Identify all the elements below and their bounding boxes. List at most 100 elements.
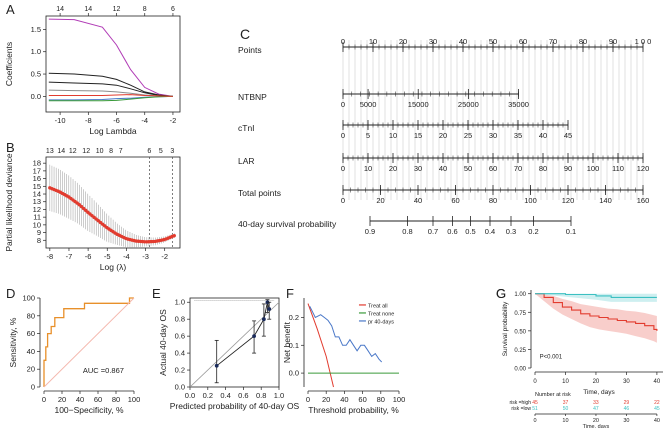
risk-table-tick-label: 10 bbox=[562, 418, 568, 424]
y-axis-label: Survival probability bbox=[502, 301, 509, 356]
nomogram-tick-label: 60 bbox=[489, 164, 497, 173]
nomogram-tick-label: 0.6 bbox=[447, 227, 457, 236]
x-tick-label: 0 bbox=[533, 379, 537, 385]
x-tick-label: -6 bbox=[85, 252, 92, 261]
nomogram-tick-label: 0.4 bbox=[485, 227, 495, 236]
panel-letter: C bbox=[240, 26, 250, 42]
x-tick-label: 0.6 bbox=[238, 391, 248, 400]
x-tick-label: -8 bbox=[85, 116, 92, 125]
p-value-annotation: P<0.001 bbox=[540, 354, 563, 360]
nomogram-tick-label: 80 bbox=[489, 196, 497, 205]
nomogram-tick-label: 70 bbox=[549, 37, 557, 46]
nomogram-tick-label: 120 bbox=[562, 196, 575, 205]
y-tick-label: 12 bbox=[33, 205, 41, 214]
risk-row-label: risk =low bbox=[511, 406, 531, 412]
x-tick-label: 10 bbox=[562, 379, 569, 385]
calibration-line bbox=[216, 302, 270, 367]
risk-row-label: risk =high bbox=[509, 400, 531, 406]
x-tick-label: 0.8 bbox=[256, 391, 266, 400]
nomogram-tick-label: 45 bbox=[564, 131, 572, 140]
risk-count: 46 bbox=[624, 406, 630, 412]
y-tick-label: 60 bbox=[27, 329, 35, 338]
panel-a-coefficient-path: -10 -8 -6 -4 -2 0.0 0.5 1.0 1.5 Log Lambda Coeffic… bbox=[4, 2, 181, 136]
nomogram-tick-label: 40 bbox=[539, 131, 547, 140]
nomogram-tick-label: 50 bbox=[464, 164, 472, 173]
roc-curve-line bbox=[43, 297, 134, 387]
y-axis-label: Coefficients bbox=[4, 42, 14, 86]
y-tick-label: 0.2 bbox=[175, 366, 185, 375]
decision-curve-line bbox=[309, 306, 383, 363]
nomogram-tick-label: 20 bbox=[439, 131, 447, 140]
nomogram-tick-label: 20 bbox=[399, 37, 407, 46]
coefficient-path-line bbox=[48, 81, 173, 97]
legend-label: Treat all bbox=[368, 303, 388, 309]
y-tick-label: 10 bbox=[33, 220, 41, 229]
nomogram-tick-label: 20 bbox=[376, 196, 384, 205]
nomogram-tick-label: 60 bbox=[451, 196, 459, 205]
nomogram-tick-label: 50 bbox=[489, 37, 497, 46]
x-tick-label: 20 bbox=[322, 395, 330, 404]
y-tick-label: 40 bbox=[27, 347, 35, 356]
y-tick-label: 80 bbox=[27, 311, 35, 320]
x-tick-label: 1.0 bbox=[274, 391, 284, 400]
y-tick-label: 14 bbox=[33, 190, 41, 199]
risk-count: 22 bbox=[654, 400, 660, 406]
nomogram-tick-label: 10 bbox=[369, 37, 377, 46]
x-tick-label: 20 bbox=[593, 379, 600, 385]
panel-letter: A bbox=[6, 2, 15, 17]
top-tick-label: 8 bbox=[109, 148, 113, 155]
y-tick-label: 15 bbox=[33, 182, 41, 191]
x-tick-label: -8 bbox=[46, 252, 53, 261]
top-tick-label: 14 bbox=[57, 148, 65, 155]
survival-step-line bbox=[535, 293, 658, 331]
calibration-point bbox=[214, 363, 219, 368]
risk-count: 45 bbox=[654, 406, 660, 412]
nomogram-tick-label: 0.8 bbox=[402, 227, 412, 236]
nomogram-tick-label: 80 bbox=[539, 164, 547, 173]
nomogram-row-label: cTnI bbox=[238, 123, 255, 133]
x-tick-label: 0.0 bbox=[185, 391, 195, 400]
y-tick-label: 0.6 bbox=[175, 332, 185, 341]
survival-step-line bbox=[535, 293, 657, 298]
x-tick-label: -4 bbox=[123, 252, 130, 261]
nomogram-row-label: Total points bbox=[238, 188, 281, 198]
y-tick-label: 1.0 bbox=[175, 298, 185, 307]
y-tick-label: 9 bbox=[37, 228, 41, 237]
roc-reference-line bbox=[43, 297, 135, 388]
nomogram-tick-label: 0.7 bbox=[428, 227, 438, 236]
nomogram-tick-label: 15 bbox=[414, 131, 422, 140]
nomogram-tick-label: 20 bbox=[389, 164, 397, 173]
nomogram-tick-label: 30 bbox=[489, 131, 497, 140]
nomogram-tick-label: 100 bbox=[524, 196, 537, 205]
risk-count: 50 bbox=[563, 406, 569, 412]
y-axis-label: Partial likelihood deviance bbox=[4, 153, 14, 252]
plot-frame bbox=[189, 297, 280, 388]
risk-table-tick-label: 0 bbox=[533, 418, 536, 424]
nomogram-tick-label: 0.2 bbox=[528, 227, 538, 236]
x-tick-label: 40 bbox=[76, 395, 84, 404]
nomogram-tick-label: 0.9 bbox=[365, 227, 375, 236]
decision-curve-line bbox=[307, 303, 334, 388]
x-tick-label: -5 bbox=[104, 252, 111, 261]
nomogram-tick-label: 40 bbox=[439, 164, 447, 173]
nomogram-tick-label: 160 bbox=[637, 196, 650, 205]
panel-f-decision-curve: 0 20 40 60 80 100 0.0 0.1 0.2 Threshold probabili… bbox=[282, 286, 405, 415]
x-tick-label: 40 bbox=[654, 379, 661, 385]
nomogram-tick-label: 0 bbox=[341, 196, 345, 205]
x-tick-label: -2 bbox=[170, 116, 177, 125]
risk-table-tick-label: 30 bbox=[623, 418, 629, 424]
top-tick-label: 5 bbox=[159, 148, 163, 155]
risk-count: 51 bbox=[532, 406, 538, 412]
x-tick-label: 100 bbox=[128, 395, 141, 404]
nomogram-tick-label: 10 bbox=[389, 131, 397, 140]
nomogram-row-label: LAR bbox=[238, 156, 255, 166]
top-tick-label: 10 bbox=[96, 148, 104, 155]
nomogram-tick-label: 10 bbox=[364, 164, 372, 173]
y-tick-label: 1.5 bbox=[31, 25, 41, 34]
x-tick-label: 60 bbox=[358, 395, 366, 404]
survival-ci-band bbox=[535, 293, 657, 302]
risk-table-xlabel: Time, days bbox=[583, 424, 610, 428]
y-tick-label: 0.2 bbox=[289, 313, 299, 322]
coefficient-path-line bbox=[48, 72, 173, 97]
